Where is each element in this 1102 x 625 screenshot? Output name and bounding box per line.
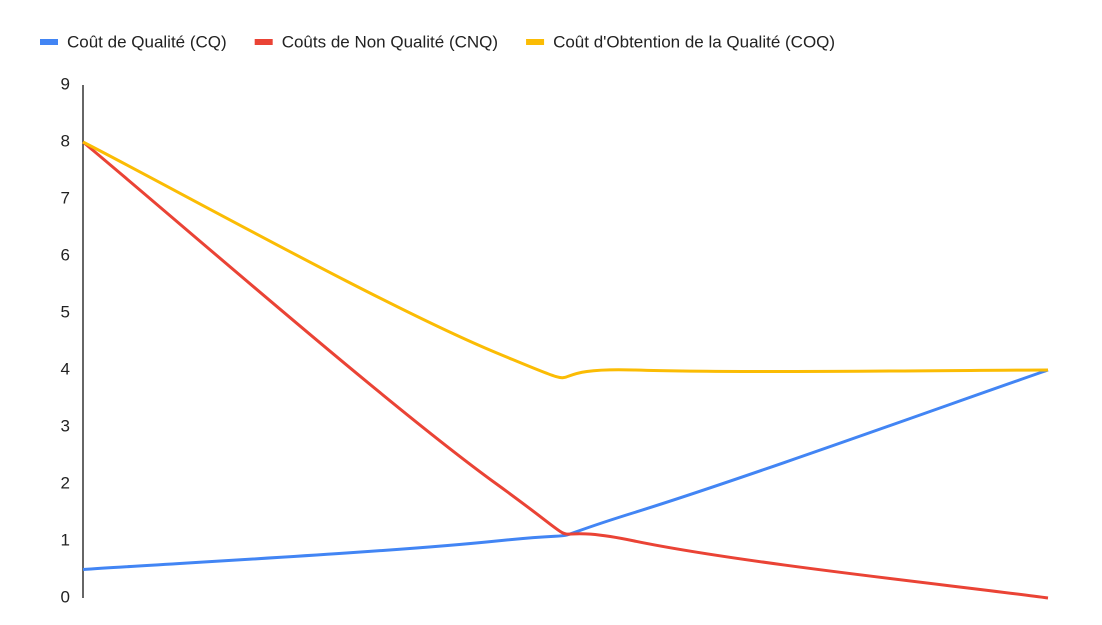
y-tick-label: 5 <box>61 302 70 321</box>
legend-swatch <box>254 39 273 45</box>
legend-label: Coût de Qualité (CQ) <box>67 32 227 51</box>
y-tick-label: 8 <box>61 131 70 150</box>
legend-swatch <box>526 39 545 45</box>
y-tick-label: 2 <box>61 473 70 492</box>
y-tick-label: 9 <box>61 74 70 93</box>
y-tick-label: 3 <box>61 416 70 435</box>
legend-label: Coûts de Non Qualité (CNQ) <box>282 32 498 51</box>
y-tick-label: 1 <box>61 530 70 549</box>
y-tick-label: 0 <box>61 587 70 606</box>
series-line <box>82 140 1049 600</box>
y-tick-label: 4 <box>61 359 70 378</box>
y-tick-label: 6 <box>61 245 70 264</box>
series-line <box>82 140 1049 380</box>
y-tick-label: 7 <box>61 188 70 207</box>
legend-swatch <box>40 39 58 45</box>
legend-label: Coût d'Obtention de la Qualité (COQ) <box>553 32 835 51</box>
series-line <box>82 368 1049 571</box>
